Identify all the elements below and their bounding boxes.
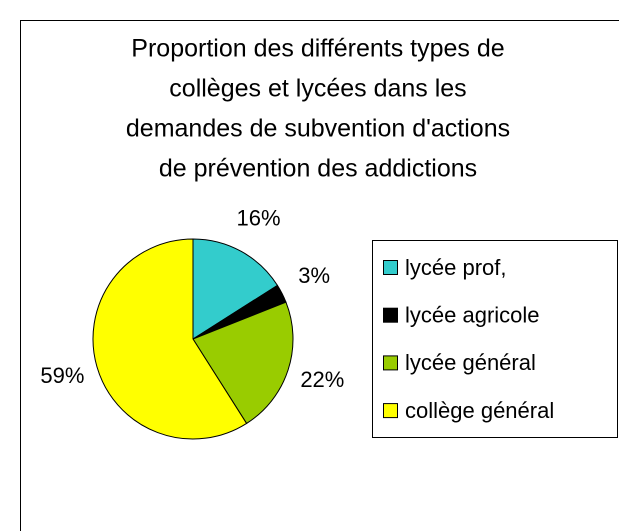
title-line: demandes de subvention d'actions	[126, 115, 510, 143]
legend-swatch	[383, 260, 398, 275]
legend-box	[372, 240, 618, 438]
title-line: collèges et lycées dans les	[169, 75, 466, 103]
legend-swatch	[383, 403, 398, 419]
data-label: 59%	[40, 363, 84, 388]
title-line: Proportion des différents types de	[131, 35, 504, 63]
data-label: 3%	[298, 263, 330, 288]
legend-label: lycée prof,	[405, 255, 507, 280]
data-label: 16%	[236, 206, 280, 231]
legend-label: lycée général	[405, 350, 536, 375]
title-line: de prévention des addictions	[159, 155, 477, 183]
pie-slice	[192, 301, 294, 425]
chart-title: Proportion des différents types de collèg…	[126, 35, 510, 183]
legend-label: lycée agricole	[405, 303, 540, 328]
pie-slice	[92, 238, 248, 440]
legend-swatch	[383, 355, 398, 371]
legend-label: collège général	[405, 398, 554, 423]
pie-slice	[192, 238, 279, 340]
data-label: 22%	[300, 367, 344, 392]
legend-swatch	[383, 307, 398, 323]
